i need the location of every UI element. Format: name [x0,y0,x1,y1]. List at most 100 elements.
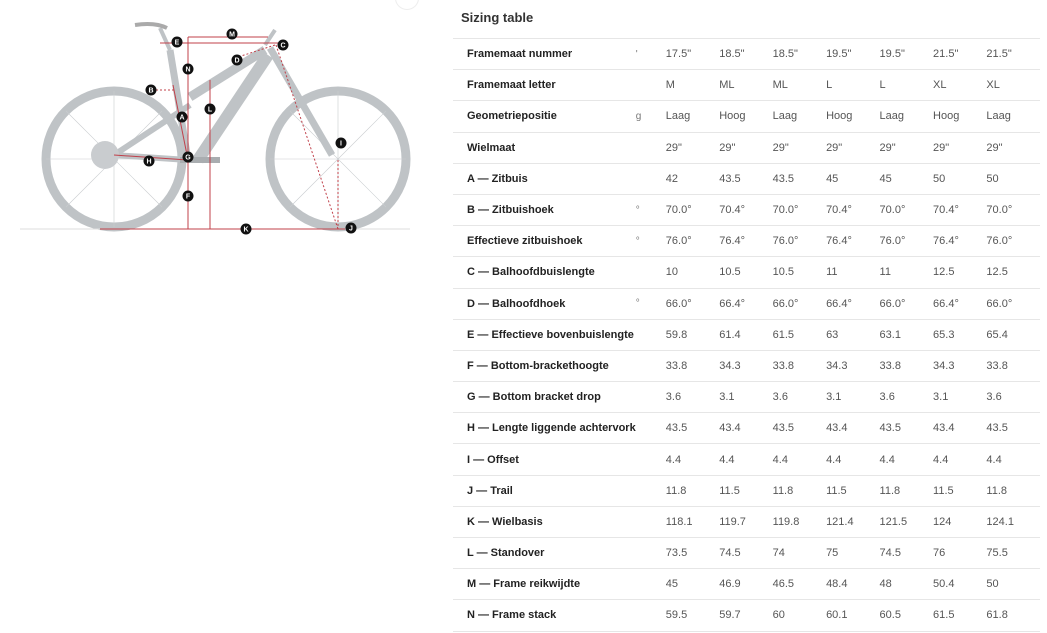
value-cell: Hoog [719,110,746,123]
value-cell: 4.4 [879,453,895,466]
value-cell: 61.5 [772,328,795,341]
table-row: G — Bottom bracket drop 3.6 3.1 3.6 3.1 3.6 3.… [453,381,1040,413]
marker-e [171,36,183,48]
value-cell: 60.1 [826,609,848,622]
value-cell: 118.1 [665,515,693,528]
value-cell: 70.4° [826,204,852,217]
value-cell: 76.0° [772,235,799,248]
value-cell: 66.4° [719,297,746,310]
value-cell: 50.4 [933,578,955,591]
marker-f [182,190,194,202]
table-row: H — Lengte liggende achtervork 43.5 43.4 43… [453,412,1040,444]
value-cell: 43.4 [826,422,848,435]
value-cell: L [826,79,833,92]
truncated-cell [636,163,666,194]
value-cell: 61.8 [986,609,1008,622]
value-cell: 66.0° [879,297,906,310]
value-cell: 3.1 [719,391,735,404]
value-cell: 70.0° [986,204,1013,217]
value-cell: 3.6 [986,391,1002,404]
value-cell: 3.1 [933,391,949,404]
truncated-cell [636,319,666,350]
value-cell: 43.4 [933,422,955,435]
value-cell: 19.5" [826,48,852,61]
value-cell: 60.5 [879,609,901,622]
value-cell: 29" [986,141,1003,154]
value-cell: 76.4° [826,235,852,248]
value-cell: 48 [879,578,892,591]
value-cell: 4.4 [665,453,682,466]
marker-h [143,155,155,167]
value-cell: 124.1 [986,515,1014,528]
value-cell: 73.5 [665,547,688,560]
marker-label: I [340,141,342,148]
row-label: L — Standover [467,547,545,560]
table-row: Geometriepositie g Laag Hoog Laag Hoog Laag Hoo… [453,100,1040,132]
value-cell: 50 [933,172,946,185]
truncated-cell [636,600,666,631]
value-cell: 18.5" [772,48,798,61]
value-cell: 76.0° [986,235,1013,248]
value-cell: 59.7 [719,609,741,622]
value-cell: 18.5" [719,48,745,61]
marker-label: E [175,40,180,47]
value-cell: 124 [933,515,952,528]
value-cell: 17.5" [665,48,692,61]
marker-label: G [185,155,191,162]
table-row: C — Balhoofdbuislengte 10 10.5 10.5 11 11 12.5… [453,256,1040,288]
truncated-cell: g [635,110,642,122]
truncated-cell [636,569,666,600]
value-cell: 29" [772,141,789,154]
value-cell: 3.6 [879,391,895,404]
value-cell: Laag [665,110,691,123]
bike-illustration [41,22,411,232]
value-cell: 76.4° [719,235,746,248]
truncated-cell: ' [635,48,638,60]
row-label: Wielmaat [467,141,516,154]
value-cell: 76.4° [933,235,959,248]
row-label: B — Zitbuishoek [467,204,554,217]
value-cell: 11.5 [826,484,847,497]
value-cell: 74 [772,547,785,560]
value-cell: 50 [986,578,999,591]
value-cell: ML [772,79,788,92]
marker-label: H [146,159,151,166]
value-cell: 70.4° [933,204,959,217]
row-label: Effectieve zitbuishoek [467,235,583,248]
value-cell: ML [719,79,735,92]
value-cell: 29" [933,141,950,154]
value-cell: 43.5 [772,172,795,185]
marker-a [176,111,188,123]
table-row: A — Zitbuis 42 43.5 43.5 45 45 50 50 [453,163,1040,194]
value-cell: 43.5 [772,422,795,435]
value-cell: 70.0° [772,204,799,217]
row-label: F — Bottom-brackethoogte [467,359,609,372]
marker-g [182,151,194,163]
value-cell: 43.4 [719,422,741,435]
value-cell: 63 [826,328,839,341]
row-label: Framemaat letter [467,79,556,92]
value-cell: 3.6 [665,391,682,404]
marker-label: J [349,226,353,233]
marker-c [277,39,289,51]
row-label: E — Effectieve bovenbuislengte [467,328,634,341]
marker-label: N [185,67,190,74]
value-cell: 50 [986,172,999,185]
row-label: C — Balhoofdbuislengte [467,266,595,279]
marker-label: D [234,58,239,65]
marker-m [226,28,238,40]
value-cell: 121.4 [826,515,854,528]
value-cell: 66.0° [772,297,799,310]
row-label: I — Offset [467,453,519,466]
value-cell: 21.5" [933,48,959,61]
truncated-cell [636,444,666,475]
value-cell: 61.4 [719,328,741,341]
value-cell: Laag [879,110,905,123]
value-cell: 119.8 [772,515,800,528]
value-cell: 74.5 [719,547,741,560]
value-cell: 29" [879,141,896,154]
truncated-cell: ° [635,298,640,310]
sizing-table: Framemaat nummer ' 17.5" 18.5" 18.5" 19.5" 19.… [453,38,1040,632]
value-cell: 48.4 [826,578,848,591]
value-cell: 75 [826,547,839,560]
